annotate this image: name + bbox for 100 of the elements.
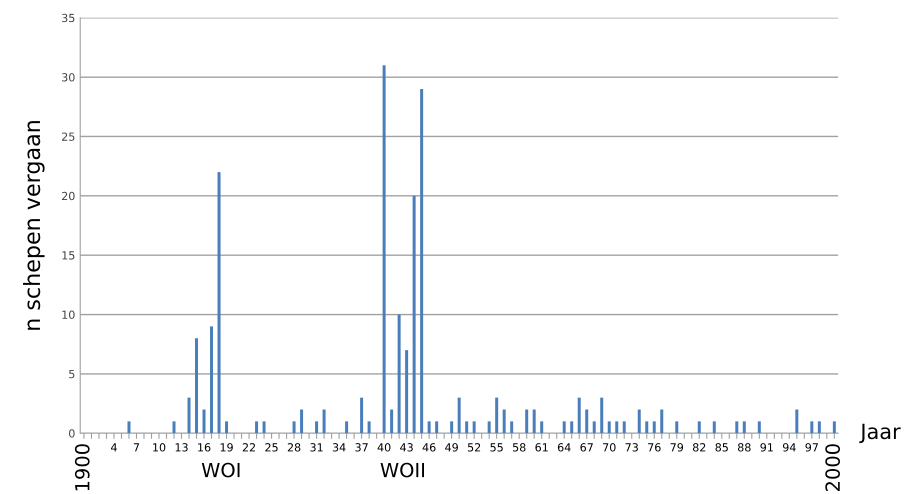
- bar: [398, 314, 401, 434]
- x-tick-label: 25: [265, 443, 278, 452]
- bar: [450, 421, 454, 434]
- x-tick-label: 49: [445, 443, 458, 452]
- x-tick-label: 88: [738, 443, 751, 452]
- bar: [195, 338, 198, 434]
- bar: [592, 421, 596, 434]
- bar: [495, 398, 498, 434]
- x-tick-label: 61: [535, 443, 548, 452]
- x-tick-label: 31: [310, 443, 323, 452]
- bar: [735, 421, 738, 434]
- x-tick-label: 94: [782, 443, 796, 452]
- text: WOII: [380, 462, 424, 478]
- x-tick-label: 43: [400, 443, 413, 452]
- x-tick-label: 76: [648, 443, 661, 452]
- x-tick-label: 13: [176, 443, 188, 452]
- bar: [532, 410, 536, 434]
- x-tick-label: 19: [220, 443, 233, 452]
- bar: [458, 398, 461, 434]
- bar: [345, 421, 348, 434]
- y-tick-label: 10: [62, 310, 75, 319]
- bar: [218, 172, 221, 434]
- bar: [405, 350, 408, 434]
- y-tick-label: 30: [62, 73, 75, 82]
- bar: [300, 410, 304, 434]
- x-tick-label: 28: [288, 443, 300, 452]
- bar: [562, 421, 566, 434]
- y-tick-label: 25: [62, 132, 74, 141]
- bar: [390, 410, 394, 434]
- y-tick-label: 35: [62, 14, 74, 22]
- x-tick-label: 55: [490, 443, 503, 452]
- y-tick-label: 5: [69, 370, 74, 378]
- bar: [188, 398, 191, 434]
- x-tick-label: 73: [626, 443, 638, 452]
- bar: [818, 421, 821, 434]
- y-tick-label: 15: [62, 251, 74, 260]
- x-tick-label: 34: [332, 443, 346, 452]
- x-tick-label: 10: [153, 443, 166, 452]
- bar: [420, 89, 424, 434]
- bar: [675, 421, 678, 434]
- x-tick-label: 16: [198, 443, 210, 452]
- x-tick-label: 67: [580, 443, 593, 452]
- x-tick-label: 1900: [74, 444, 90, 490]
- bar: [428, 421, 431, 434]
- x-tick-label: 70: [603, 443, 616, 452]
- x-tick-label: 22: [242, 443, 256, 452]
- y-tick-label: 0: [69, 429, 75, 438]
- y-axis-title: n schepen vergaan: [23, 121, 45, 330]
- x-tick-label: 2000: [825, 444, 840, 492]
- bar: [615, 421, 618, 434]
- bar: [585, 410, 588, 434]
- bar: [412, 196, 416, 434]
- bar: [645, 421, 648, 434]
- bar: [502, 410, 506, 434]
- x-tick-label: 4: [110, 443, 117, 452]
- bar: [435, 421, 438, 434]
- bar: [608, 421, 611, 434]
- bar: [810, 421, 814, 434]
- bar: [570, 421, 574, 434]
- bar: [622, 421, 626, 434]
- bar: [382, 65, 386, 434]
- bar: [638, 410, 641, 434]
- x-tick-label: 46: [422, 443, 436, 452]
- bar: [262, 421, 266, 434]
- bar: [758, 421, 761, 434]
- bar: [322, 410, 326, 434]
- bar: [315, 421, 318, 434]
- x-tick-label: 79: [670, 443, 684, 452]
- bar: [525, 410, 528, 434]
- x-tick-label: 52: [468, 443, 480, 452]
- bar: [742, 421, 746, 434]
- bar: [832, 421, 836, 434]
- bar: [698, 421, 701, 434]
- bar: [712, 421, 716, 434]
- bar: [652, 421, 656, 434]
- x-tick-label: 91: [760, 443, 773, 452]
- y-tick-label: 20: [62, 192, 75, 200]
- bar: [172, 421, 176, 434]
- x-tick-label: 40: [378, 443, 390, 452]
- bar: [510, 421, 514, 434]
- bar: [360, 398, 364, 434]
- x-tick-label: 37: [355, 443, 368, 452]
- bar: [660, 410, 664, 434]
- x-axis-title: Jaar: [859, 424, 901, 444]
- bar: [488, 421, 491, 434]
- bar: [540, 421, 544, 434]
- bar: [472, 421, 476, 434]
- bar: [795, 410, 798, 434]
- bar: [202, 410, 206, 434]
- bar: [210, 326, 214, 434]
- x-tick-label: 58: [512, 443, 526, 452]
- x-tick-label: 82: [692, 443, 706, 452]
- x-tick-label: 85: [715, 443, 728, 452]
- x-tick-label: 7: [134, 443, 140, 452]
- bar: [225, 421, 228, 434]
- x-tick-label: 97: [805, 443, 818, 452]
- bar: [600, 398, 604, 434]
- bar: [127, 421, 130, 434]
- x-tick-label: 64: [558, 443, 571, 452]
- bar: [292, 421, 296, 434]
